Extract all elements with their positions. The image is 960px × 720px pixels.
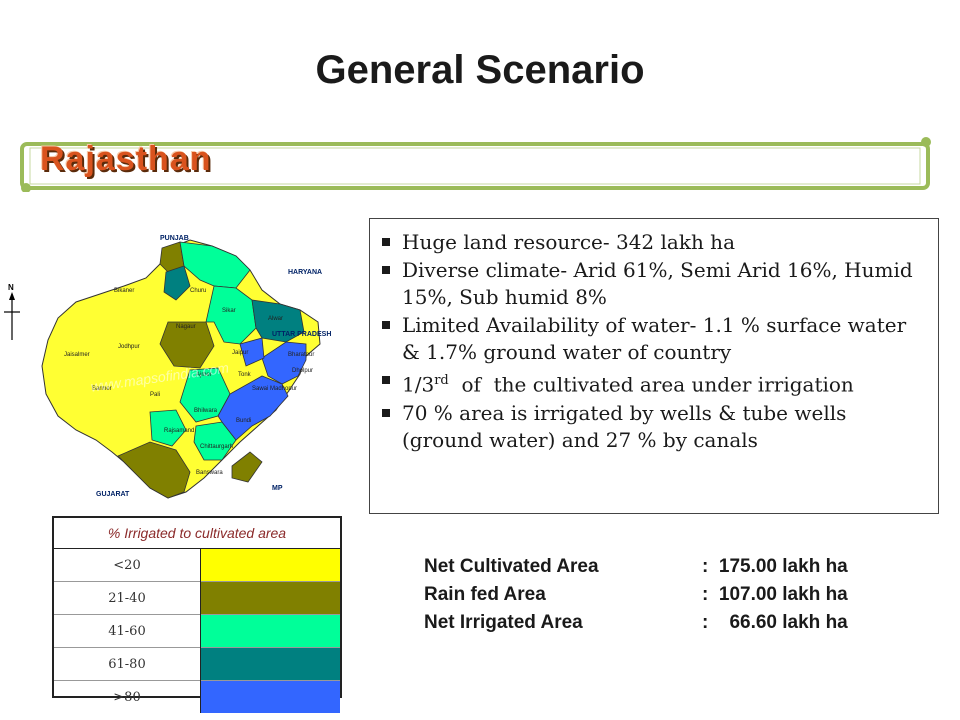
legend-title: % Irrigated to cultivated area	[54, 518, 340, 549]
stat-row: Net Cultivated Area : 175.00 lakh ha	[424, 556, 884, 584]
stat-value: : 175.00 lakh ha	[702, 556, 848, 577]
page-title: General Scenario	[315, 48, 645, 92]
district-label: Chittaurgarh	[200, 444, 233, 450]
district-label: Sawai Madhopur	[252, 386, 297, 392]
compass-icon: N	[4, 283, 20, 340]
bullet-item: Limited Availability of water- 1.1 % sur…	[380, 312, 930, 366]
district-label: Bhilwara	[194, 408, 218, 414]
legend-row: >80	[54, 680, 340, 713]
district-label: Sikar	[222, 308, 236, 314]
legend-row: 61-80	[54, 647, 340, 681]
legend-swatch	[200, 548, 340, 582]
bullet-item: Huge land resource- 342 lakh ha	[380, 229, 930, 256]
legend-label: 61-80	[54, 647, 201, 681]
neighbor-label-northeast: HARYANA	[288, 269, 322, 276]
legend-swatch	[200, 614, 340, 648]
district-label: Ajmer	[196, 372, 212, 378]
district-label: Nagaur	[176, 324, 196, 330]
stat-label: Net Irrigated Area	[424, 612, 583, 633]
map-legend: % Irrigated to cultivated area <20 21-40…	[52, 516, 342, 713]
bullet-item: 1/3rd of the cultivated area under irrig…	[380, 367, 930, 399]
key-facts-box: Huge land resource- 342 lakh ha Diverse …	[369, 218, 939, 514]
legend-label: >80	[54, 680, 201, 713]
area-statistics: Net Cultivated Area : 175.00 lakh ha Rai…	[424, 556, 884, 640]
section-banner	[20, 137, 931, 192]
compass-label: N	[8, 283, 14, 292]
neighbor-label-east: UTTAR PRADESH	[272, 331, 331, 338]
legend-row: 21-40	[54, 581, 340, 615]
stat-label: Net Cultivated Area	[424, 556, 599, 577]
district-label: Banswara	[196, 470, 223, 476]
stat-value: : 66.60 lakh ha	[702, 612, 848, 633]
district-label: Pali	[150, 392, 160, 398]
neighbor-label-southwest: GUJARAT	[96, 491, 130, 498]
legend-label: <20	[54, 548, 201, 582]
district-label: Jaisalmer	[64, 352, 90, 358]
legend-row: <20	[54, 548, 340, 582]
district-label: Jodhpur	[118, 344, 140, 350]
district-label: Tonk	[238, 372, 252, 378]
bullet-item: Diverse climate- Arid 61%, Semi Arid 16%…	[380, 257, 930, 311]
neighbor-label-north: PUNJAB	[160, 235, 189, 242]
district-label: Bikaner	[114, 288, 134, 294]
district-label: Bharatpur	[288, 352, 314, 358]
district-label: Churu	[190, 288, 206, 294]
district-label: Jaipur	[232, 350, 248, 356]
banner-title: Rajasthan	[40, 140, 212, 178]
legend-swatch	[200, 680, 340, 713]
legend-label: 21-40	[54, 581, 201, 615]
rajasthan-map: N PUNJAB HARYANA UTTAR PRADESH MP GUJARA…	[0, 226, 380, 516]
legend-label: 41-60	[54, 614, 201, 648]
legend-swatch	[200, 647, 340, 681]
bullet-item: 70 % area is irrigated by wells & tube w…	[380, 400, 930, 454]
stat-value: : 107.00 lakh ha	[702, 584, 848, 605]
stat-row: Rain fed Area : 107.00 lakh ha	[424, 584, 884, 612]
district-label: Bundi	[236, 418, 251, 424]
district-label: Dholpur	[292, 368, 313, 374]
neighbor-label-southeast: MP	[272, 485, 283, 492]
district-label: Rajsamand	[164, 428, 194, 434]
legend-row: 41-60	[54, 614, 340, 648]
district-label: Barmer	[92, 386, 112, 392]
stat-label: Rain fed Area	[424, 584, 546, 605]
district-label: Alwar	[268, 316, 283, 322]
legend-swatch	[200, 581, 340, 615]
stat-row: Net Irrigated Area : 66.60 lakh ha	[424, 612, 884, 640]
